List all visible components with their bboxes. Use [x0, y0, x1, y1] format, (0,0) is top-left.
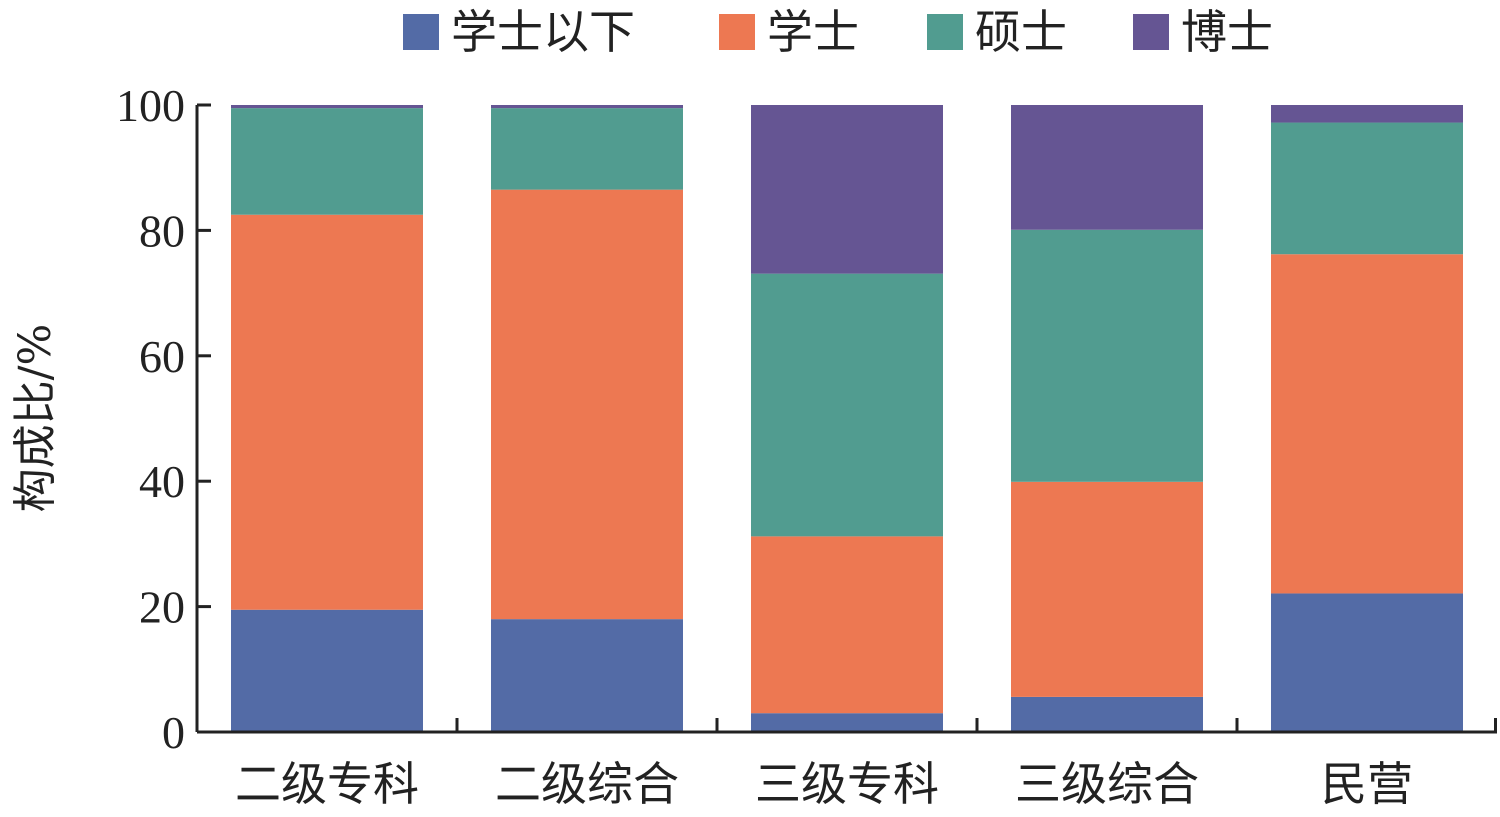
legend-label: 硕士 — [975, 5, 1067, 59]
axes — [195, 105, 1497, 734]
y-tick-label: 80 — [139, 205, 185, 256]
bar-segment — [491, 108, 683, 190]
bar-segment — [1271, 122, 1463, 255]
y-tick-label: 100 — [116, 80, 185, 131]
bar-segment — [1011, 229, 1203, 482]
bar-segment — [231, 609, 423, 732]
bar-segment — [491, 105, 683, 109]
y-tick-label: 20 — [139, 582, 185, 633]
y-ticks: 0 20 40 60 80 100 — [116, 80, 211, 758]
category-label: 二级专科 — [235, 757, 419, 811]
legend-label: 博士 — [1181, 5, 1273, 59]
legend-swatch — [927, 14, 963, 50]
bar-segment — [1271, 593, 1463, 732]
bar-segment — [751, 713, 943, 732]
bars — [231, 105, 1463, 732]
category-label: 三级专科 — [755, 757, 939, 811]
y-axis-title: 构成比/% — [10, 324, 61, 513]
bar-segment — [231, 105, 423, 109]
bar-segment — [751, 536, 943, 714]
y-tick-label: 40 — [139, 456, 185, 507]
legend-label: 学士以下 — [451, 5, 635, 59]
y-tick-label: 0 — [162, 707, 185, 758]
category-label: 三级综合 — [1015, 757, 1199, 811]
legend-swatch — [719, 14, 755, 50]
legend-label: 学士 — [767, 5, 859, 59]
category-label: 二级综合 — [495, 757, 679, 811]
bar-segment — [751, 105, 943, 274]
bar-segment — [491, 619, 683, 732]
legend: 学士以下 学士 硕士 博士 — [403, 5, 1273, 59]
bar-segment — [1271, 105, 1463, 123]
x-ticks — [455, 718, 1497, 732]
category-label: 民营 — [1321, 757, 1413, 811]
bar-segment — [231, 214, 423, 610]
bar-segment — [1011, 481, 1203, 697]
category-labels: 二级专科 二级综合 三级专科 三级综合 民营 — [235, 757, 1413, 811]
bar-segment — [751, 273, 943, 537]
bar-segment — [231, 108, 423, 215]
bar-segment — [491, 189, 683, 620]
legend-swatch — [403, 14, 439, 50]
bar-segment — [1271, 254, 1463, 594]
legend-swatch — [1133, 14, 1169, 50]
y-tick-label: 60 — [139, 331, 185, 382]
bar-segment — [1011, 696, 1203, 732]
bar-segment — [1011, 105, 1203, 230]
